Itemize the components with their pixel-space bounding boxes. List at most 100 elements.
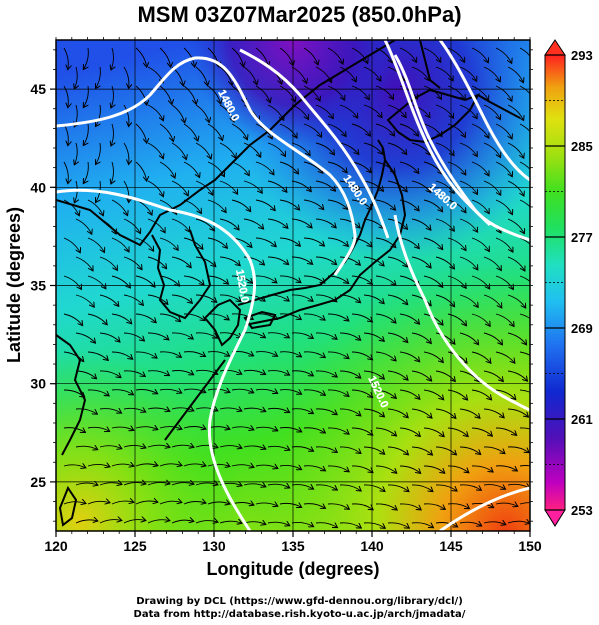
streamline [279, 237, 300, 246]
streamline [63, 47, 68, 70]
streamline [231, 275, 253, 283]
streamline [483, 142, 501, 158]
streamline [231, 47, 244, 67]
y-tick-label: 35 [30, 278, 46, 294]
streamline [519, 85, 530, 95]
streamline [207, 123, 223, 141]
streamline [147, 142, 163, 159]
streamline [471, 313, 490, 326]
streamline [183, 389, 206, 393]
streamline [123, 66, 129, 89]
streamline [87, 389, 109, 396]
streamline [279, 161, 299, 174]
streamline [495, 275, 513, 290]
streamline [219, 180, 238, 194]
streamline [195, 408, 218, 411]
streamline [315, 256, 337, 265]
streamline [291, 66, 307, 83]
streamline [363, 142, 383, 154]
streamline [387, 142, 407, 155]
streamline [303, 123, 322, 137]
streamline [99, 483, 122, 485]
streamline [507, 408, 529, 417]
streamline [387, 522, 409, 528]
streamline [231, 161, 249, 176]
streamline [291, 256, 313, 264]
streamline [111, 161, 114, 184]
streamline [291, 370, 313, 376]
streamline [507, 218, 524, 234]
streamline [447, 503, 470, 509]
streamline [363, 370, 384, 379]
streamline [219, 294, 241, 302]
streamline [135, 237, 154, 251]
streamline [435, 142, 454, 156]
streamline [471, 275, 490, 289]
streamline [375, 351, 396, 361]
y-axis: 25 30 35 40 45 [30, 49, 533, 522]
streamline [435, 446, 457, 455]
streamline [507, 332, 527, 345]
streamline [303, 161, 323, 173]
streamline [435, 332, 455, 344]
streamline [171, 218, 190, 232]
streamline [63, 161, 68, 184]
streamline [459, 256, 478, 270]
streamline [363, 408, 385, 417]
streamline [471, 351, 491, 363]
streamline [135, 85, 147, 105]
streamline [507, 294, 526, 308]
streamline [471, 427, 492, 436]
streamline [387, 370, 408, 380]
streamline [255, 352, 278, 357]
streamline [483, 370, 503, 382]
streamline [159, 464, 182, 466]
streamline [519, 351, 530, 356]
streamline [255, 465, 278, 468]
streamline [195, 66, 208, 86]
streamline [207, 85, 221, 104]
streamline [147, 408, 170, 411]
streamline [483, 66, 500, 82]
streamline [495, 47, 512, 63]
streamline [351, 503, 373, 510]
streamline [63, 351, 84, 362]
streamline [99, 294, 119, 306]
streamline [159, 47, 171, 67]
streamline [159, 389, 182, 393]
streamline [243, 484, 266, 487]
streamline [87, 427, 110, 431]
streamline [63, 85, 68, 108]
streamline [315, 446, 337, 453]
streamline [159, 501, 182, 504]
streamline [363, 104, 382, 118]
streamline [363, 256, 384, 266]
streamline [399, 313, 420, 324]
streamline [147, 370, 170, 376]
streamline [195, 142, 211, 159]
streamline [63, 313, 83, 326]
streamline [339, 142, 359, 155]
streamline [75, 446, 98, 450]
streamline [447, 389, 468, 400]
streamline [135, 464, 158, 466]
streamline [375, 313, 396, 323]
streamline [243, 446, 266, 449]
streamline [219, 256, 240, 266]
streamline [339, 484, 361, 491]
streamline [74, 66, 77, 89]
streamline [195, 256, 216, 267]
streamline [495, 161, 512, 177]
streamline [375, 123, 395, 136]
streamline [99, 409, 122, 414]
streamline [447, 85, 465, 100]
streamline [183, 85, 196, 104]
streamline [495, 85, 512, 101]
streamline [339, 104, 358, 118]
streamline [267, 180, 287, 192]
streamline [195, 332, 217, 338]
streamline [195, 294, 217, 302]
streamline [423, 237, 443, 250]
streamline [75, 520, 98, 524]
streamline [447, 275, 466, 288]
